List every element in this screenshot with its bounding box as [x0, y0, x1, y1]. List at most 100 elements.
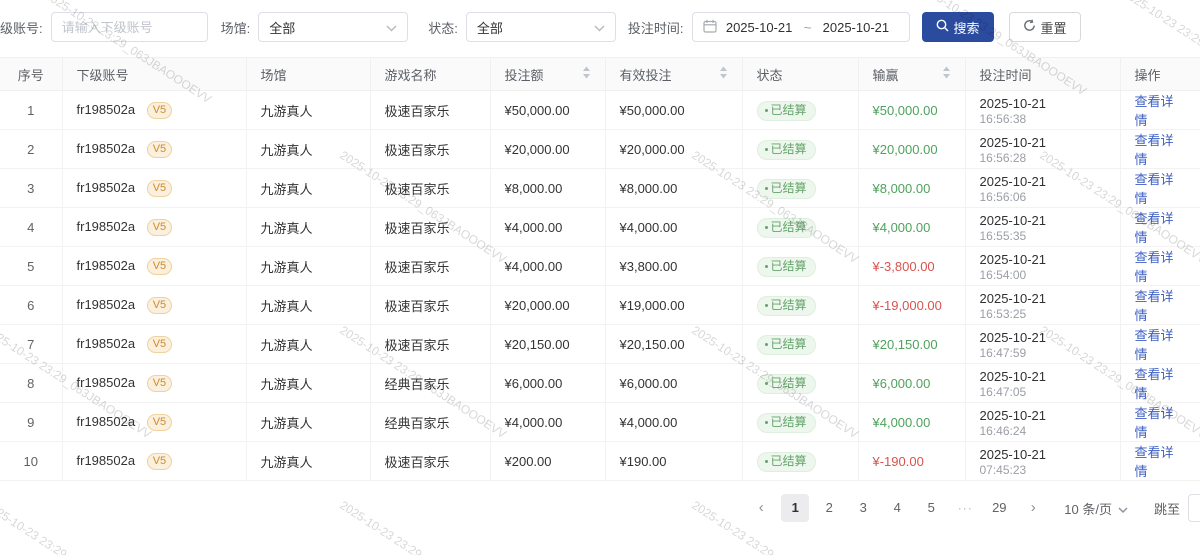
- status-badge: 已结算: [756, 178, 816, 199]
- bet-amount: ¥4,000.00: [490, 246, 606, 286]
- bet-date: 2025-10-21: [979, 95, 1047, 111]
- account-value: fr198502a: [76, 374, 136, 390]
- view-details-link[interactable]: 查看详情: [1134, 250, 1174, 284]
- view-details-link[interactable]: 查看详情: [1134, 172, 1174, 206]
- status-text: 已结算: [770, 453, 807, 468]
- table-row: 2 fr198502a V5 九游真人 极速百家乐 ¥20,000.00 ¥20…: [0, 129, 1200, 169]
- view-details-link[interactable]: 查看详情: [1134, 406, 1174, 440]
- page-button-29[interactable]: 29: [992, 500, 1007, 515]
- bet-time: 16:46:24: [979, 423, 1027, 438]
- view-details-link[interactable]: 查看详情: [1134, 445, 1174, 479]
- prev-page-button[interactable]: ‹: [758, 499, 764, 516]
- row-index: 5: [0, 246, 63, 286]
- view-details-link[interactable]: 查看详情: [1134, 367, 1174, 401]
- sort-icon[interactable]: [719, 66, 728, 82]
- header-action: 操作: [1120, 57, 1200, 91]
- next-page-button[interactable]: ›: [1030, 499, 1036, 516]
- bet-date: 2025-10-21: [979, 446, 1047, 462]
- chevron-down-icon: [386, 20, 397, 35]
- game-name: 极速百家乐: [370, 285, 491, 325]
- status-select[interactable]: 全部: [465, 12, 616, 42]
- bet-time: 16:47:05: [979, 384, 1027, 399]
- status-text: 已结算: [770, 180, 807, 195]
- bet-amount: ¥20,000.00: [490, 285, 606, 325]
- valid-bet-amount: ¥4,000.00: [605, 207, 743, 247]
- reset-button[interactable]: 重置: [1008, 12, 1081, 42]
- account-input[interactable]: [50, 12, 208, 42]
- vip-badge: V5: [146, 101, 173, 119]
- header-bet-amount[interactable]: 投注额: [490, 57, 606, 91]
- status-dot-icon: [764, 264, 768, 268]
- page-button-5[interactable]: 5: [927, 500, 935, 515]
- valid-bet-amount: ¥4,000.00: [605, 402, 743, 442]
- win-lose-amount: ¥50,000.00: [858, 90, 966, 130]
- status-text: 已结算: [770, 258, 807, 273]
- bet-time: 16:54:00: [979, 267, 1027, 282]
- row-index: 1: [0, 90, 63, 130]
- page-ellipsis[interactable]: ···: [957, 501, 973, 515]
- table-row: 3 fr198502a V5 九游真人 极速百家乐 ¥8,000.00 ¥8,0…: [0, 168, 1200, 208]
- vip-badge: V5: [146, 374, 173, 392]
- win-lose-amount: ¥8,000.00: [858, 168, 966, 208]
- table-row: 6 fr198502a V5 九游真人 极速百家乐 ¥20,000.00 ¥19…: [0, 285, 1200, 325]
- view-details-link[interactable]: 查看详情: [1134, 211, 1174, 245]
- venue-value: 九游真人: [246, 168, 371, 208]
- bet-time: 16:56:28: [979, 150, 1027, 165]
- status-text: 已结算: [770, 297, 807, 312]
- bet-date: 2025-10-21: [979, 212, 1047, 228]
- vip-badge: V5: [146, 452, 173, 470]
- view-details-link[interactable]: 查看详情: [1134, 133, 1174, 167]
- bet-time: 07:45:23: [979, 462, 1027, 477]
- game-name: 极速百家乐: [370, 90, 491, 130]
- view-details-link[interactable]: 查看详情: [1134, 289, 1174, 323]
- account-value: fr198502a: [76, 413, 136, 429]
- bet-amount: ¥6,000.00: [490, 363, 606, 403]
- status-badge: 已结算: [756, 100, 816, 121]
- page-button-3[interactable]: 3: [859, 500, 867, 515]
- header-win-lose[interactable]: 输赢: [858, 57, 966, 91]
- bet-time-filter-group: 投注时间: 2025-10-21 ~ 2025-10-21: [628, 12, 910, 42]
- sort-icon[interactable]: [942, 66, 951, 82]
- jump-to-page-input[interactable]: [1188, 494, 1200, 522]
- valid-bet-amount: ¥6,000.00: [605, 363, 743, 403]
- bet-amount: ¥20,150.00: [490, 324, 606, 364]
- venue-select[interactable]: 全部: [258, 12, 409, 42]
- table-row: 7 fr198502a V5 九游真人 极速百家乐 ¥20,150.00 ¥20…: [0, 324, 1200, 364]
- row-index: 3: [0, 168, 63, 208]
- status-text: 已结算: [770, 375, 807, 390]
- header-valid-bet[interactable]: 有效投注: [605, 57, 743, 91]
- view-details-link[interactable]: 查看详情: [1134, 94, 1174, 128]
- bet-date: 2025-10-21: [979, 251, 1047, 267]
- page-size-select[interactable]: 10 条/页: [1064, 499, 1128, 518]
- game-name: 极速百家乐: [370, 129, 491, 169]
- page-button-1[interactable]: 1: [781, 494, 810, 522]
- valid-bet-amount: ¥20,000.00: [605, 129, 743, 169]
- venue-filter-group: 场馆: 全部: [221, 12, 409, 42]
- date-end-value: 2025-10-21: [822, 19, 890, 35]
- sort-icon[interactable]: [582, 66, 591, 82]
- bet-date: 2025-10-21: [979, 134, 1047, 150]
- page-button-4[interactable]: 4: [893, 500, 901, 515]
- status-dot-icon: [764, 459, 768, 463]
- table-header-row: 序号 下级账号 场馆 游戏名称 投注额 有效投注 状态 输赢: [0, 57, 1200, 91]
- win-lose-amount: ¥-3,800.00: [858, 246, 966, 286]
- game-name: 经典百家乐: [370, 402, 491, 442]
- win-lose-amount: ¥6,000.00: [858, 363, 966, 403]
- venue-value: 九游真人: [246, 207, 371, 247]
- valid-bet-amount: ¥20,150.00: [605, 324, 743, 364]
- pagination: ‹ 1 2 3 4 5 ··· 29 › 10 条/页 跳至: [0, 494, 1200, 522]
- date-start-value: 2025-10-21: [725, 19, 793, 35]
- page-button-2[interactable]: 2: [825, 500, 833, 515]
- win-lose-amount: ¥4,000.00: [858, 207, 966, 247]
- status-badge: 已结算: [756, 373, 816, 394]
- status-badge: 已结算: [756, 139, 816, 160]
- search-button[interactable]: 搜索: [921, 12, 994, 42]
- win-lose-amount: ¥4,000.00: [858, 402, 966, 442]
- account-value: fr198502a: [76, 140, 136, 156]
- vip-badge: V5: [146, 296, 173, 314]
- header-bet-time: 投注时间: [965, 57, 1121, 91]
- date-range-picker[interactable]: 2025-10-21 ~ 2025-10-21: [691, 12, 910, 42]
- view-details-link[interactable]: 查看详情: [1134, 328, 1174, 362]
- row-index: 4: [0, 207, 63, 247]
